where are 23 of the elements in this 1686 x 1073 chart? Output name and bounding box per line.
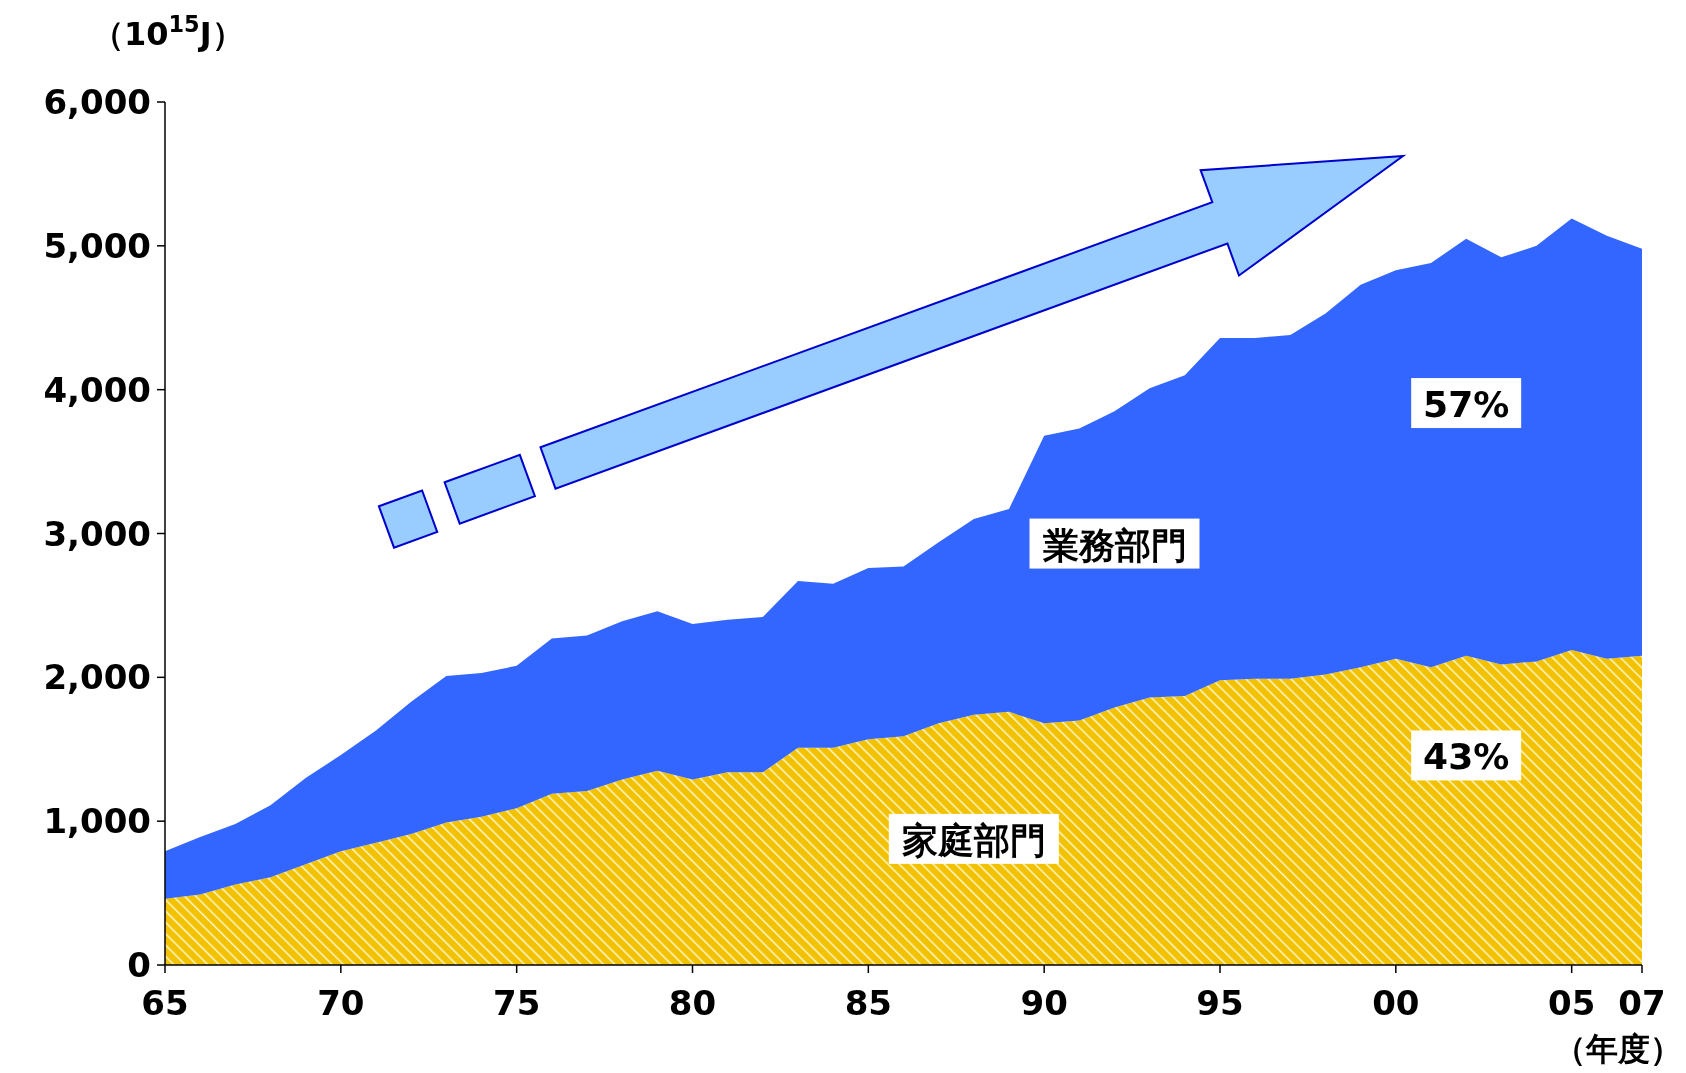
x-tick-label: 65	[141, 983, 189, 1023]
y-tick-label: 0	[127, 945, 151, 985]
x-tick-label: 70	[317, 983, 365, 1023]
x-tick-label: 75	[493, 983, 541, 1023]
y-tick-label: 3,000	[43, 513, 151, 554]
annotation: 57%	[1423, 384, 1510, 426]
x-tick-label: 90	[1020, 983, 1068, 1023]
y-tick-label: 4,000	[43, 369, 151, 410]
x-tick-label: 00	[1372, 983, 1420, 1023]
x-tick-label: 07	[1618, 983, 1666, 1023]
x-tick-label: 85	[844, 983, 892, 1023]
y-tick-label: 6,000	[43, 82, 151, 122]
series-label: 業務部門	[1041, 524, 1187, 566]
x-tick-label: 95	[1196, 983, 1244, 1023]
x-tick-label: 80	[668, 983, 717, 1023]
series-label: 家庭部門	[901, 819, 1046, 861]
y-tick-label: 1,000	[43, 801, 151, 842]
annotation: 43%	[1423, 736, 1510, 778]
y-tick-label: 5,000	[43, 225, 151, 266]
x-tick-label: 05	[1548, 983, 1596, 1023]
y-axis-title: （10$^{15}$J）	[92, 11, 244, 53]
y-tick-label: 2,000	[43, 657, 151, 698]
x-axis-title: （年度）	[1554, 1030, 1682, 1068]
